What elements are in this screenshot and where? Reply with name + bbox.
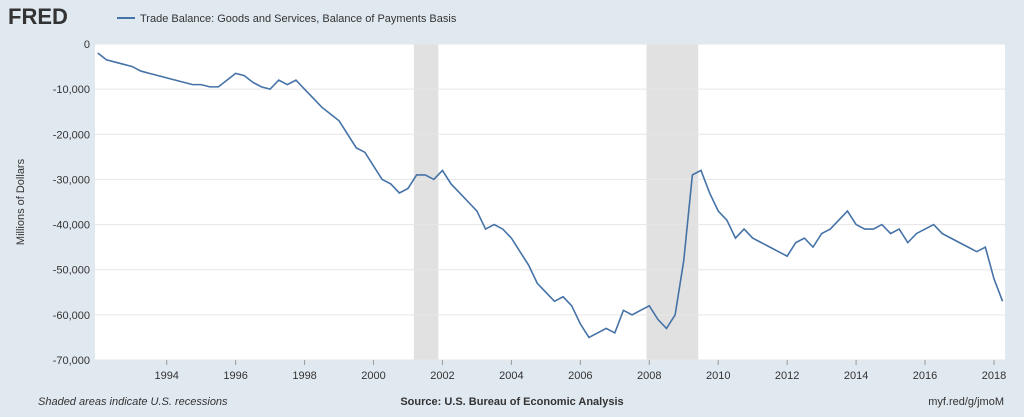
x-tick-label: 2006 [568,370,592,382]
y-tick-label: -20,000 [53,129,90,141]
x-tick-label: 1996 [223,370,247,382]
y-tick-label: -10,000 [53,84,90,96]
legend-label: Trade Balance: Goods and Services, Balan… [140,13,457,25]
plot-area [95,44,1005,360]
recession-band [413,44,439,360]
x-tick-label: 2008 [637,370,661,382]
y-tick-label: -40,000 [53,220,90,232]
y-tick-label: 0 [84,39,90,51]
x-tick-label: 2014 [844,370,868,382]
x-tick-label: 2012 [775,370,799,382]
y-tick-label: -50,000 [53,265,90,277]
x-tick-label: 2002 [430,370,454,382]
y-axis-label: Millions of Dollars [15,158,27,245]
y-tick-label: -70,000 [53,355,90,367]
data-line [97,52,1004,339]
y-tick-label: -60,000 [53,310,90,322]
x-tick-label: 2000 [361,370,385,382]
x-tick-label: 2010 [706,370,730,382]
x-tick-label: 2018 [982,370,1006,382]
source: Source: U.S. Bureau of Economic Analysis [400,396,623,408]
y-tick-label: -30,000 [53,174,90,186]
x-tick-label: 2016 [913,370,937,382]
x-tick-label: 1994 [154,370,178,382]
x-tick-label: 1998 [292,370,316,382]
x-tick-label: 2004 [499,370,523,382]
link: myf.red/g/jmoM [928,396,1004,408]
logo: FRED [8,4,68,29]
footnote: Shaded areas indicate U.S. recessions [38,396,228,408]
